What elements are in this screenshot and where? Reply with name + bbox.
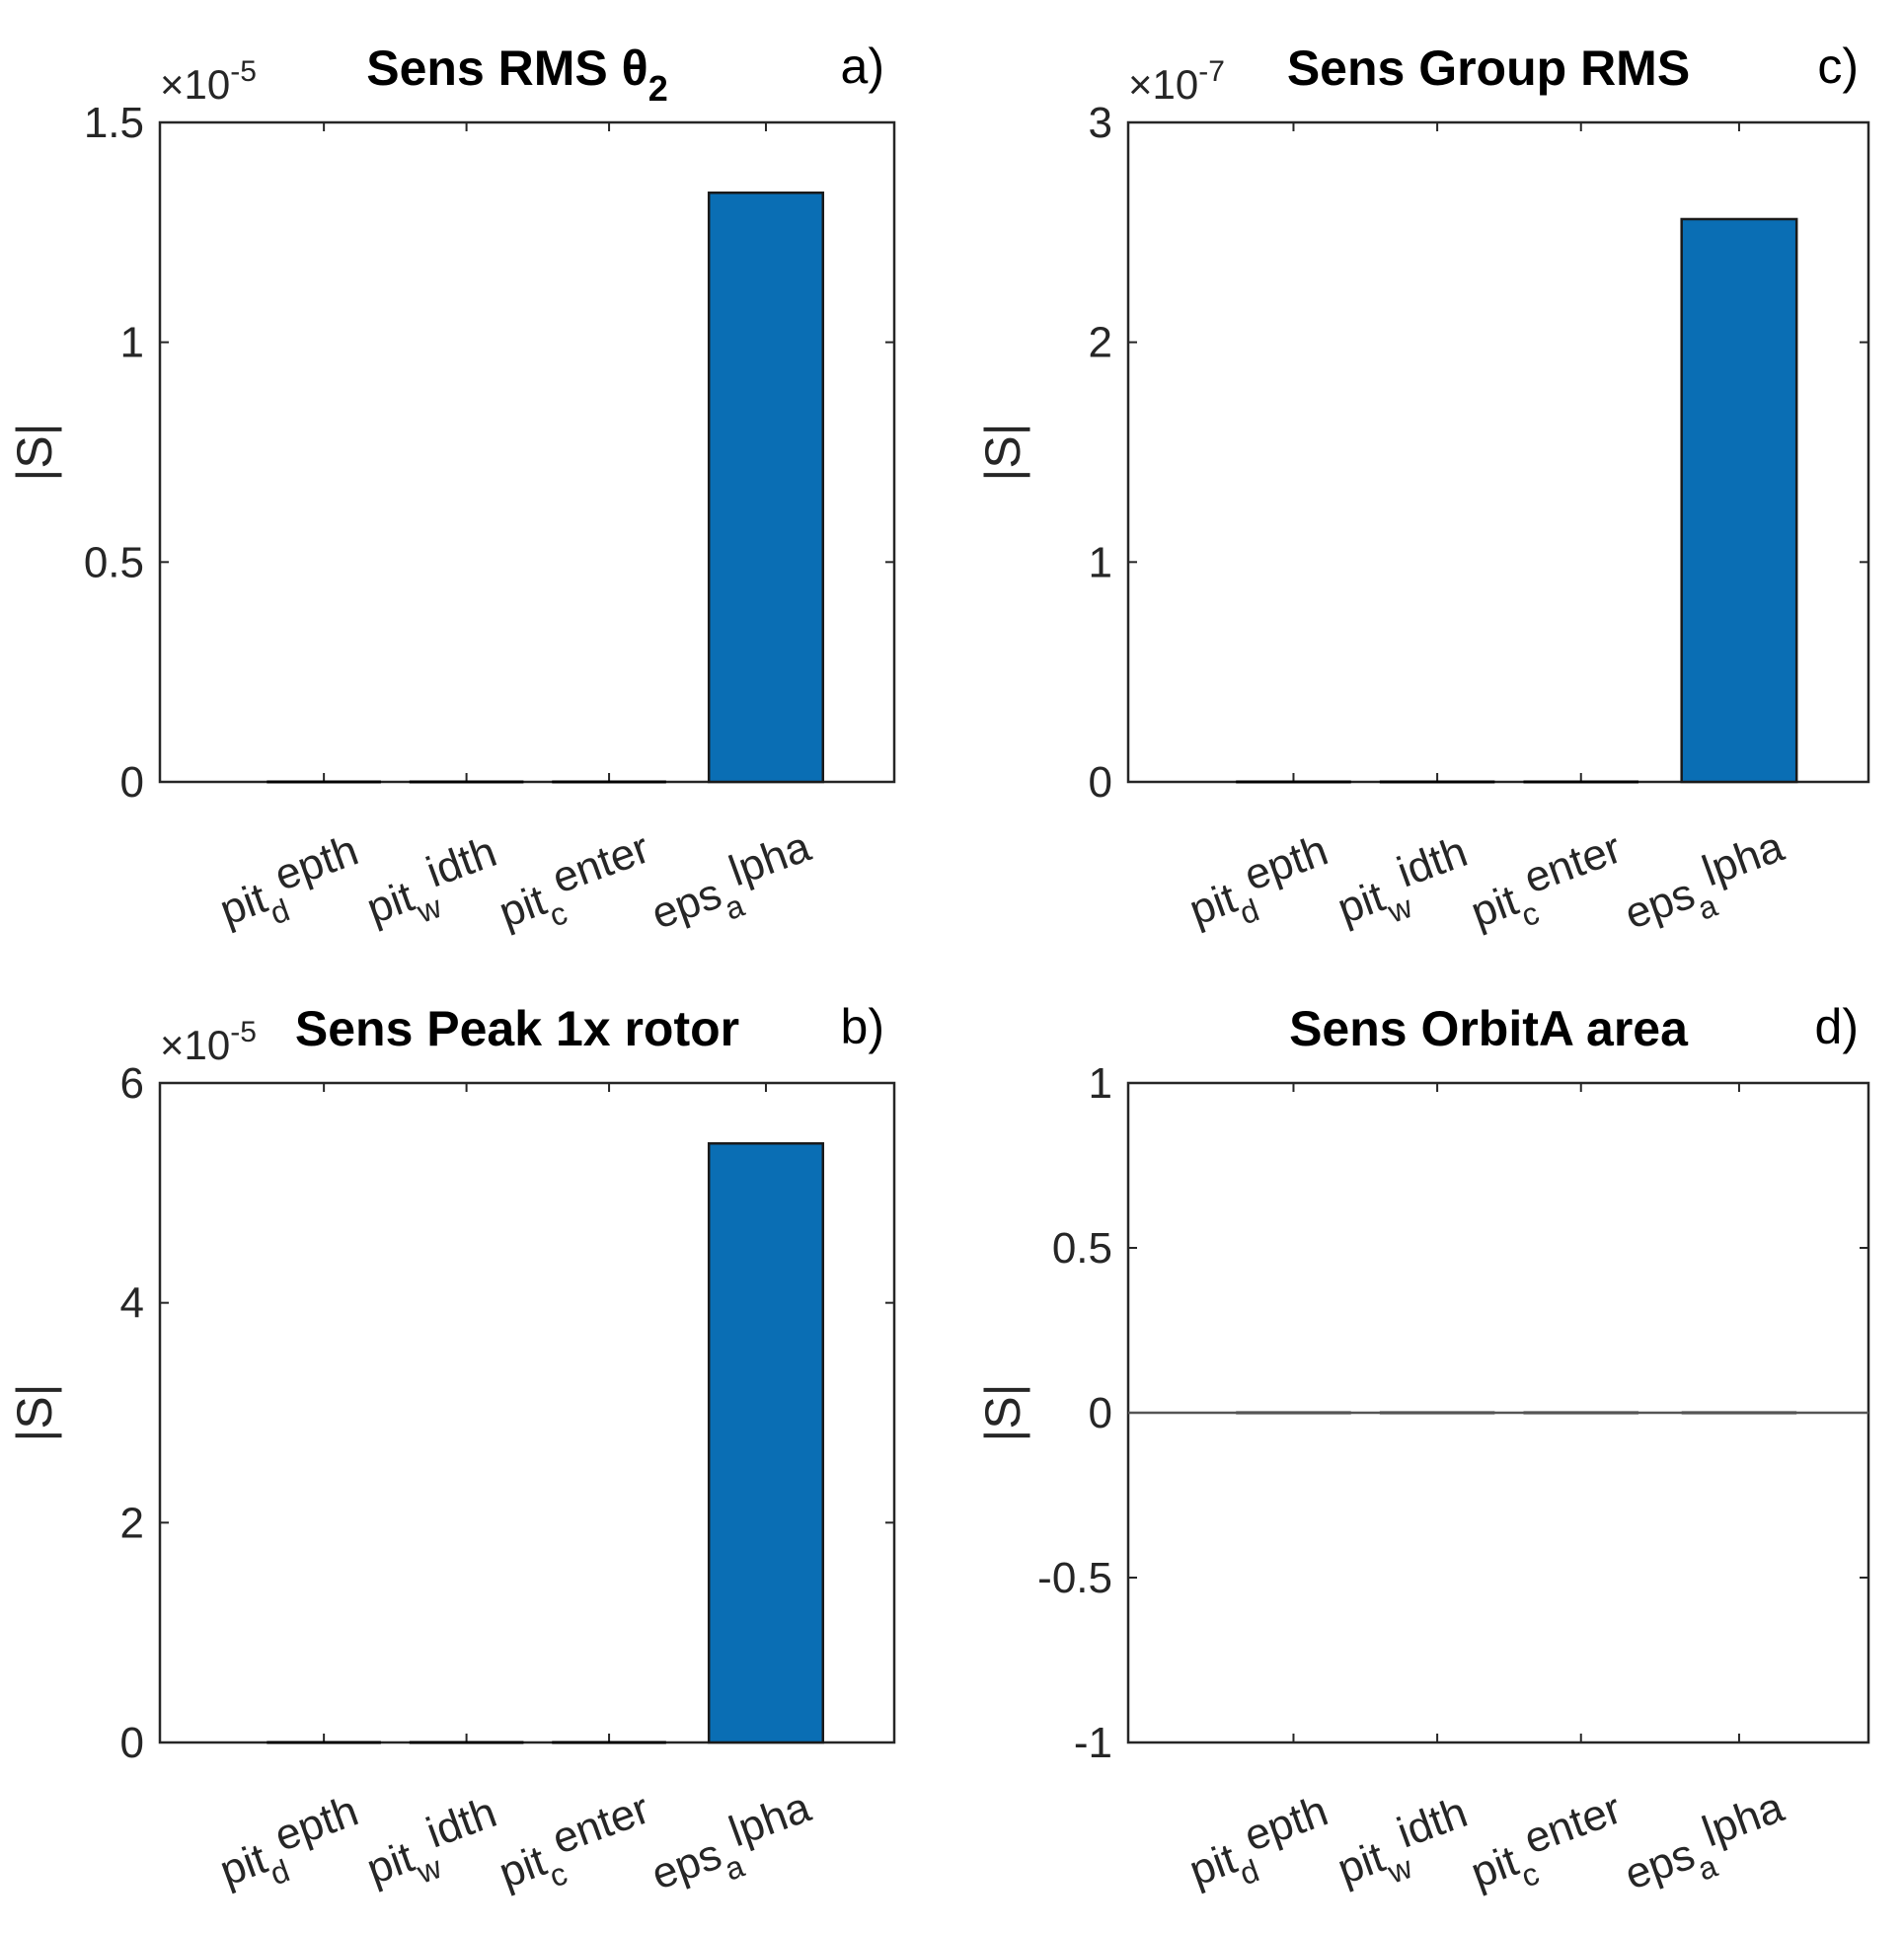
- y-tick-label: 0.5: [84, 538, 144, 586]
- axis-exponent: ×10-7: [1128, 55, 1225, 108]
- x-category-label: pitcenter: [488, 1784, 664, 1909]
- x-category-label: epsalpha: [641, 1783, 826, 1911]
- y-tick-label: 1: [1089, 538, 1112, 586]
- y-tick-label: 1: [120, 319, 144, 367]
- axis-exponent: ×10-5: [160, 55, 257, 108]
- bar: [707, 192, 825, 784]
- x-category-label: pitdepth: [209, 826, 374, 948]
- y-tick-label: -0.5: [1037, 1554, 1112, 1602]
- y-tick-label: 0: [120, 1719, 144, 1767]
- x-category-label-base: pit: [493, 1836, 552, 1897]
- x-category-label: epsalpha: [1614, 822, 1799, 951]
- x-category-label: pitdepth: [209, 1787, 374, 1908]
- x-category-label: epsalpha: [641, 822, 826, 951]
- chart-title: Sens Group RMS: [1287, 40, 1690, 96]
- panel-label: b): [841, 999, 884, 1054]
- chart-title-text: Sens Peak 1x rotor: [295, 1001, 739, 1056]
- x-category-label-rest: enter: [1518, 823, 1628, 902]
- x-category-label: pitwidth: [1327, 1788, 1483, 1905]
- x-category-label-rest: enter: [546, 1784, 655, 1863]
- x-category-label-rest: idth: [1391, 1788, 1473, 1857]
- y-axis-label: |S|: [975, 1383, 1030, 1441]
- panel-a: 0 0.5 1 1.5 pitdepthpitwidthpitcenterepsalph…: [7, 39, 896, 951]
- x-category-label-base: pit: [1465, 876, 1524, 937]
- chart-title: Sens Peak 1x rotor: [295, 1001, 739, 1056]
- x-category-label-base: eps: [1619, 869, 1701, 938]
- x-category-label-rest: epth: [1238, 826, 1333, 900]
- x-category-label-base: pit: [1183, 1834, 1243, 1895]
- axis-exponent-power: -5: [230, 55, 257, 88]
- x-category-label: epsalpha: [1614, 1783, 1799, 1911]
- x-category-label-rest: idth: [420, 827, 502, 896]
- x-category-label: pitdepth: [1179, 1787, 1343, 1908]
- x-category-label-rest: epth: [268, 826, 364, 900]
- bar: [707, 1141, 825, 1744]
- x-category-label-rest: epth: [268, 1787, 364, 1861]
- x-category-label-rest: lpha: [1696, 822, 1790, 896]
- y-axis-label: |S|: [975, 423, 1030, 481]
- x-category-label-base: eps: [1619, 1829, 1701, 1898]
- y-tick-label: 6: [120, 1059, 144, 1108]
- x-category-label-rest: lpha: [723, 1783, 816, 1857]
- axis-exponent-base: ×10: [1128, 61, 1198, 108]
- y-tick-label: 1: [1089, 1059, 1112, 1108]
- x-category-label: pitcenter: [488, 823, 664, 949]
- x-category-label-base: pit: [360, 872, 419, 933]
- x-category-label-base: pit: [493, 876, 552, 937]
- axis-exponent-power: -7: [1198, 55, 1225, 88]
- y-tick-label: 3: [1089, 99, 1112, 147]
- axis-exponent-base: ×10: [160, 61, 230, 108]
- y-tick-label: 0: [120, 758, 144, 807]
- x-category-label-base: pit: [360, 1832, 419, 1894]
- panel-d: -1 -0.5 0 0.5 1 pitdepthpitwidthpitcenterepsa…: [975, 999, 1870, 1911]
- axis-exponent-base: ×10: [160, 1022, 230, 1068]
- x-category-label-rest: enter: [546, 823, 655, 902]
- x-category-label-base: pit: [1332, 872, 1391, 933]
- y-tick-label: -1: [1074, 1719, 1112, 1767]
- x-category-label-rest: lpha: [723, 822, 816, 896]
- chart-title-text: Sens RMS θ: [366, 40, 647, 96]
- panel-label: a): [841, 39, 884, 94]
- chart-title: Sens RMS θ2: [366, 40, 667, 109]
- bar: [1680, 217, 1798, 784]
- y-tick-label: 2: [120, 1499, 144, 1547]
- chart-title-subscript: 2: [648, 68, 668, 109]
- x-category-label: pitwidth: [1327, 827, 1483, 945]
- x-category-label-rest: enter: [1518, 1784, 1628, 1863]
- chart-title-text: Sens OrbitA area: [1289, 1001, 1689, 1056]
- y-tick-label: 2: [1089, 319, 1112, 367]
- y-axis-label: |S|: [7, 423, 62, 481]
- x-category-label: pitwidth: [355, 827, 511, 945]
- panel-label: c): [1817, 39, 1859, 94]
- y-tick-label: 4: [120, 1279, 144, 1328]
- y-tick-label: 1.5: [84, 99, 144, 147]
- y-tick-label: 0: [1089, 1389, 1112, 1437]
- panel-label: d): [1815, 999, 1859, 1054]
- x-category-label-base: pit: [1465, 1836, 1524, 1897]
- x-category-label-rest: lpha: [1696, 1783, 1790, 1857]
- chart-title-text: Sens Group RMS: [1287, 40, 1690, 96]
- y-axis-label: |S|: [7, 1383, 62, 1441]
- y-tick-label: 0.5: [1052, 1224, 1112, 1273]
- axis-exponent-power: -5: [230, 1016, 257, 1048]
- x-category-label-base: pit: [1183, 874, 1243, 935]
- x-category-label: pitcenter: [1460, 1784, 1637, 1909]
- x-category-label-base: eps: [646, 869, 727, 938]
- chart-title: Sens OrbitA area: [1289, 1001, 1689, 1056]
- x-category-label-base: eps: [646, 1829, 727, 1898]
- x-category-label: pitdepth: [1179, 826, 1343, 948]
- x-category-label-base: pit: [1332, 1832, 1391, 1894]
- x-category-label: pitwidth: [355, 1788, 511, 1905]
- x-category-label-rest: idth: [1391, 827, 1473, 896]
- x-category-label-base: pit: [213, 874, 272, 935]
- axis-exponent: ×10-5: [160, 1016, 257, 1068]
- x-category-label-rest: idth: [420, 1788, 502, 1857]
- y-tick-label: 0: [1089, 758, 1112, 807]
- x-category-label-base: pit: [213, 1834, 272, 1895]
- x-category-label: pitcenter: [1460, 823, 1637, 949]
- x-category-label-rest: epth: [1238, 1787, 1333, 1861]
